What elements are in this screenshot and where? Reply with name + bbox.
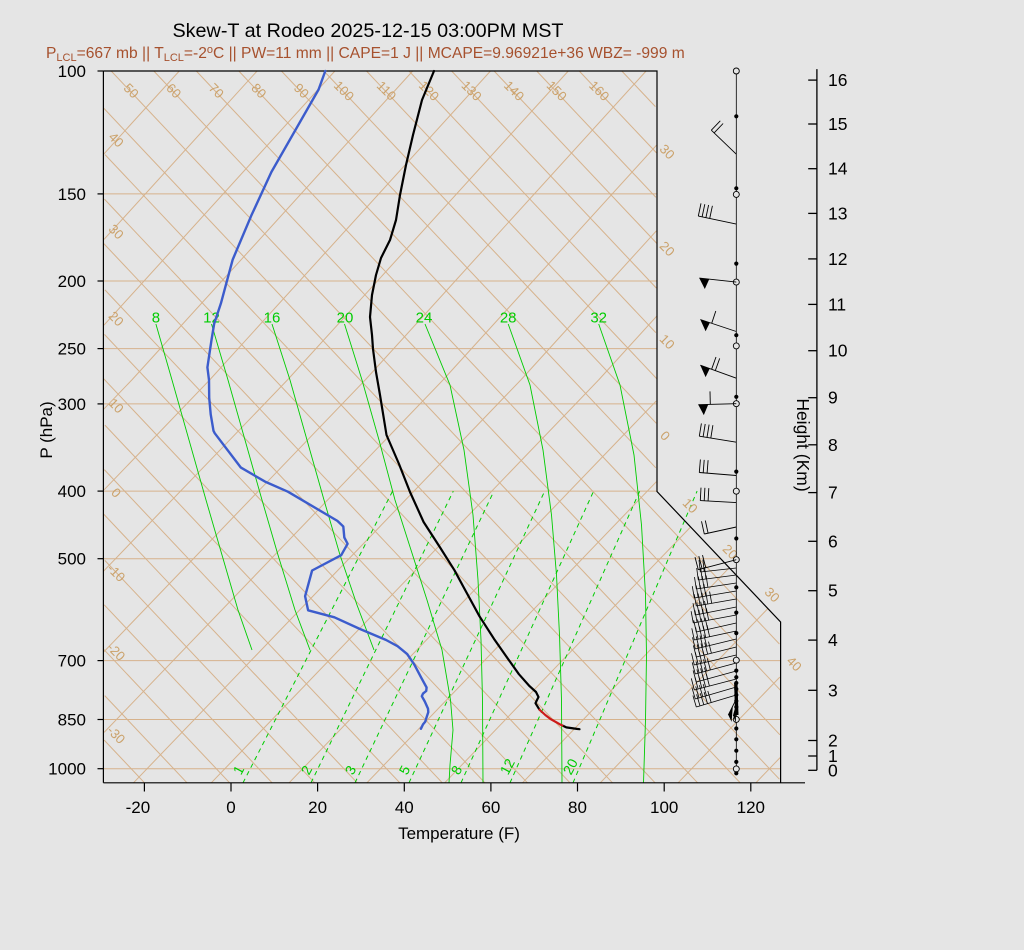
svg-text:PLCL=667 mb || TLCL=-2oC || PW: PLCL=667 mb || TLCL=-2oC || PW=11 mm || … (46, 44, 685, 64)
svg-text:24: 24 (416, 310, 433, 327)
svg-text:250: 250 (58, 340, 86, 359)
svg-text:10: 10 (680, 495, 701, 516)
svg-text:15: 15 (828, 114, 847, 134)
svg-text:40: 40 (784, 653, 805, 674)
svg-text:1: 1 (230, 763, 248, 778)
svg-text:8: 8 (152, 310, 160, 327)
svg-text:9: 9 (828, 388, 838, 408)
svg-text:10: 10 (657, 331, 678, 352)
svg-text:0: 0 (226, 798, 235, 817)
svg-text:2: 2 (828, 731, 838, 751)
svg-text:110: 110 (374, 78, 399, 103)
svg-text:P (hPa): P (hPa) (37, 401, 56, 458)
svg-text:Skew-T at Rodeo 2025-12-15 03:: Skew-T at Rodeo 2025-12-15 03:00PM MST (172, 20, 563, 42)
svg-text:1: 1 (828, 746, 838, 766)
svg-text:150: 150 (544, 78, 570, 104)
svg-text:0: 0 (828, 760, 838, 780)
svg-text:7: 7 (828, 483, 838, 503)
svg-text:300: 300 (58, 395, 86, 414)
svg-text:60: 60 (481, 798, 500, 817)
svg-text:60: 60 (163, 80, 184, 101)
svg-text:50: 50 (121, 80, 142, 101)
svg-text:12: 12 (828, 249, 847, 269)
svg-text:32: 32 (590, 310, 607, 327)
svg-text:4: 4 (828, 630, 838, 650)
svg-text:120: 120 (737, 798, 765, 817)
svg-text:20: 20 (657, 238, 678, 259)
svg-text:80: 80 (568, 798, 587, 817)
svg-text:3: 3 (342, 763, 360, 778)
svg-text:10: 10 (106, 395, 127, 416)
svg-text:3: 3 (828, 680, 838, 700)
svg-text:Temperature (F): Temperature (F) (398, 824, 520, 843)
svg-text:12: 12 (497, 756, 519, 777)
svg-text:16: 16 (828, 70, 847, 90)
svg-text:30: 30 (657, 141, 678, 162)
svg-text:100: 100 (331, 78, 357, 104)
svg-text:30: 30 (762, 584, 783, 605)
svg-text:-20: -20 (126, 798, 151, 817)
svg-text:Height (Km): Height (Km) (793, 398, 813, 491)
svg-text:5: 5 (828, 581, 838, 601)
svg-text:8: 8 (828, 435, 838, 455)
svg-text:28: 28 (500, 310, 517, 327)
svg-text:20: 20 (308, 798, 327, 817)
svg-text:0: 0 (657, 428, 673, 444)
svg-text:90: 90 (291, 80, 312, 101)
svg-text:11: 11 (828, 294, 846, 314)
svg-text:6: 6 (828, 531, 838, 551)
svg-text:0: 0 (108, 485, 124, 501)
svg-text:20: 20 (560, 756, 582, 777)
svg-text:850: 850 (58, 711, 86, 730)
svg-text:100: 100 (650, 798, 678, 817)
svg-text:70: 70 (206, 80, 227, 101)
svg-text:400: 400 (58, 482, 86, 501)
svg-text:16: 16 (264, 310, 281, 327)
svg-text:140: 140 (501, 78, 527, 104)
svg-text:20: 20 (106, 308, 127, 329)
svg-text:160: 160 (586, 78, 612, 104)
svg-text:5: 5 (396, 763, 414, 778)
svg-text:14: 14 (828, 159, 848, 179)
svg-text:30: 30 (106, 221, 127, 242)
svg-text:13: 13 (828, 203, 847, 223)
svg-text:100: 100 (58, 62, 86, 81)
svg-text:700: 700 (58, 652, 86, 671)
svg-text:10: 10 (828, 341, 848, 361)
svg-text:80: 80 (248, 80, 269, 101)
svg-text:500: 500 (58, 550, 86, 569)
svg-text:1000: 1000 (48, 760, 86, 779)
svg-text:40: 40 (395, 798, 414, 817)
svg-text:150: 150 (58, 185, 86, 204)
svg-text:200: 200 (58, 272, 86, 291)
svg-text:20: 20 (337, 310, 354, 327)
